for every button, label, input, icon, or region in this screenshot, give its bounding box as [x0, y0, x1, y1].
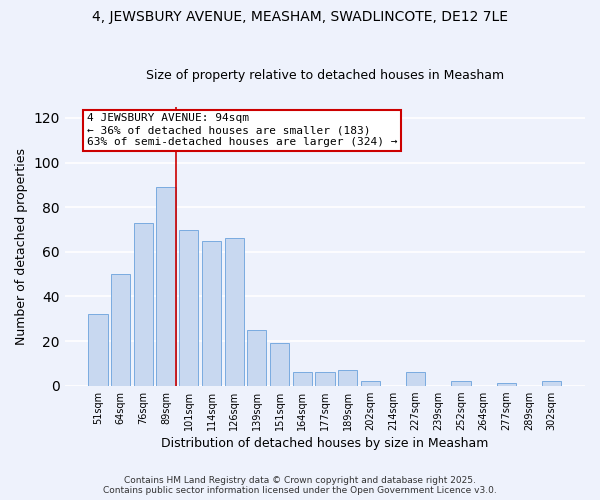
Bar — [88, 314, 108, 386]
Bar — [202, 240, 221, 386]
Bar — [542, 381, 562, 386]
Bar — [111, 274, 130, 386]
Bar — [406, 372, 425, 386]
Bar — [293, 372, 312, 386]
Bar — [338, 370, 357, 386]
Bar — [179, 230, 199, 386]
Bar — [270, 344, 289, 386]
Bar — [497, 384, 516, 386]
Text: 4 JEWSBURY AVENUE: 94sqm
← 36% of detached houses are smaller (183)
63% of semi-: 4 JEWSBURY AVENUE: 94sqm ← 36% of detach… — [87, 114, 397, 146]
Title: Size of property relative to detached houses in Measham: Size of property relative to detached ho… — [146, 69, 504, 82]
Bar — [157, 187, 176, 386]
Text: 4, JEWSBURY AVENUE, MEASHAM, SWADLINCOTE, DE12 7LE: 4, JEWSBURY AVENUE, MEASHAM, SWADLINCOTE… — [92, 10, 508, 24]
Bar — [134, 223, 153, 386]
Bar — [361, 381, 380, 386]
Y-axis label: Number of detached properties: Number of detached properties — [15, 148, 28, 344]
Bar — [451, 381, 470, 386]
Bar — [315, 372, 335, 386]
Bar — [224, 238, 244, 386]
Bar — [247, 330, 266, 386]
Text: Contains HM Land Registry data © Crown copyright and database right 2025.
Contai: Contains HM Land Registry data © Crown c… — [103, 476, 497, 495]
X-axis label: Distribution of detached houses by size in Measham: Distribution of detached houses by size … — [161, 437, 488, 450]
